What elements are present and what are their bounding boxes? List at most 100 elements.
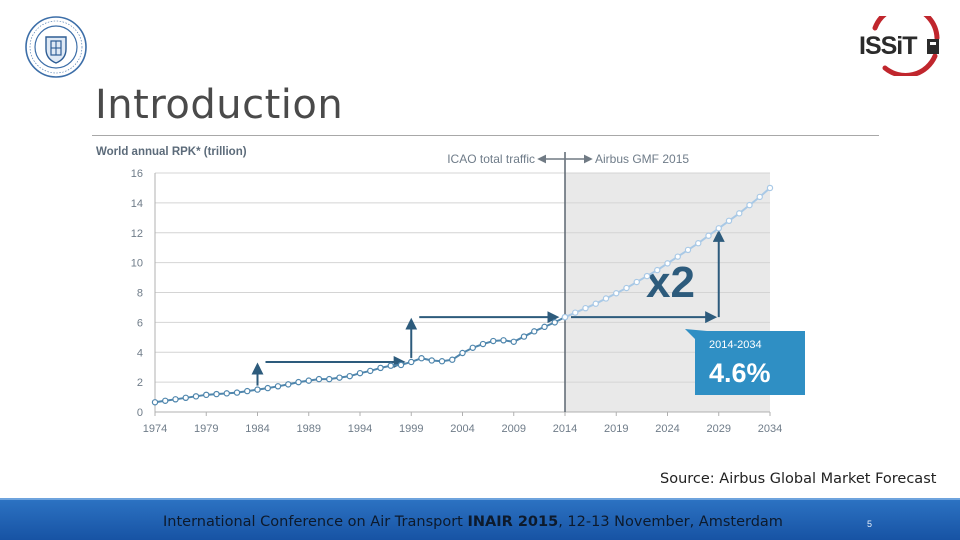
x-tick-label: 1979 xyxy=(194,423,218,435)
historical-point xyxy=(480,341,485,346)
chart-title: World annual RPK* (trillion) xyxy=(96,146,247,158)
historical-point xyxy=(419,356,424,361)
university-seal-logo xyxy=(24,15,88,79)
forecast-point xyxy=(757,194,762,199)
footer-conference-text: International Conference on Air Transpor… xyxy=(163,514,783,530)
x-tick-label: 2019 xyxy=(604,423,628,435)
forecast-point xyxy=(716,226,721,231)
y-tick-label: 12 xyxy=(131,228,143,240)
historical-point xyxy=(511,339,516,344)
historical-point xyxy=(183,395,188,400)
forecast-point xyxy=(675,254,680,259)
historical-point xyxy=(173,397,178,402)
historical-point xyxy=(357,371,362,376)
forecast-point xyxy=(573,310,578,315)
forecast-point xyxy=(665,261,670,266)
forecast-point xyxy=(726,218,731,223)
historical-point xyxy=(450,357,455,362)
x-tick-label: 1989 xyxy=(297,423,321,435)
historical-point xyxy=(542,324,547,329)
slide: ISSiT Introduction 0 2 4 6 8 10 12 14 16 1974 1979… xyxy=(0,0,960,540)
forecast-point xyxy=(603,296,608,301)
y-tick-label: 14 xyxy=(131,198,143,210)
header-icao: ICAO total traffic xyxy=(447,152,535,166)
issit-logo: ISSiT xyxy=(855,16,945,76)
forecast-point xyxy=(696,241,701,246)
x-tick-label: 2024 xyxy=(655,423,679,435)
historical-point xyxy=(327,377,332,382)
historical-point xyxy=(388,363,393,368)
historical-point xyxy=(439,359,444,364)
growth-period: 2014-2034 xyxy=(709,339,762,351)
historical-point xyxy=(152,400,157,405)
historical-point xyxy=(306,378,311,383)
y-tick-label: 0 xyxy=(137,407,143,419)
x-tick-label: 2014 xyxy=(553,423,577,435)
historical-point xyxy=(429,358,434,363)
x-tick-label: 1999 xyxy=(399,423,423,435)
forecast-point xyxy=(706,233,711,238)
page-number: 5 xyxy=(867,519,872,529)
historical-point xyxy=(532,329,537,334)
historical-point xyxy=(204,392,209,397)
y-tick-label: 10 xyxy=(131,258,143,270)
forecast-point xyxy=(593,301,598,306)
x-tick-label: 2029 xyxy=(707,423,731,435)
rpk-line-chart: 0 2 4 6 8 10 12 14 16 1974 1979 1984 1989 1994 1999 200… xyxy=(92,140,812,440)
y-tick-label: 8 xyxy=(137,288,143,300)
forecast-point xyxy=(737,211,742,216)
historical-point xyxy=(163,398,168,403)
growth-rate: 4.6% xyxy=(709,358,771,388)
forecast-point xyxy=(767,185,772,190)
y-tick-label: 2 xyxy=(137,377,143,389)
historical-point xyxy=(491,338,496,343)
historical-point xyxy=(316,377,321,382)
forecast-point xyxy=(614,291,619,296)
x-tick-label: 1994 xyxy=(348,423,372,435)
footer-bold: INAIR 2015 xyxy=(467,514,558,530)
historical-point xyxy=(234,390,239,395)
historical-point xyxy=(347,374,352,379)
historical-point xyxy=(398,362,403,367)
footer-suffix: , 12-13 November, Amsterdam xyxy=(558,514,783,530)
historical-point xyxy=(296,380,301,385)
historical-point xyxy=(501,338,506,343)
forecast-point xyxy=(562,315,567,320)
y-tick-label: 16 xyxy=(131,168,143,180)
forecast-point xyxy=(655,267,660,272)
historical-point xyxy=(286,382,291,387)
historical-point xyxy=(378,365,383,370)
historical-point xyxy=(265,386,270,391)
slide-title: Introduction xyxy=(95,82,343,128)
source-note: Source: Airbus Global Market Forecast xyxy=(660,471,936,487)
x-tick-label: 1974 xyxy=(143,423,167,435)
x-tick-label: 2034 xyxy=(758,423,782,435)
historical-point xyxy=(224,391,229,396)
historical-point xyxy=(521,334,526,339)
historical-point xyxy=(368,368,373,373)
x-tick-label: 2009 xyxy=(502,423,526,435)
title-divider xyxy=(92,135,879,136)
historical-point xyxy=(337,375,342,380)
forecast-point xyxy=(583,306,588,311)
historical-point xyxy=(214,391,219,396)
y-tick-label: 6 xyxy=(137,317,143,329)
x-tick-label: 2004 xyxy=(450,423,474,435)
footer-prefix: International Conference on Air Transpor… xyxy=(163,514,467,530)
y-tick-label: 4 xyxy=(137,347,143,359)
historical-point xyxy=(255,387,260,392)
historical-point xyxy=(552,320,557,325)
forecast-point xyxy=(634,279,639,284)
multiplier-label: x2 xyxy=(646,258,695,307)
forecast-point xyxy=(624,285,629,290)
historical-point xyxy=(245,388,250,393)
x-tick-label: 1984 xyxy=(245,423,269,435)
forecast-point xyxy=(644,273,649,278)
historical-point xyxy=(470,345,475,350)
historical-point xyxy=(275,384,280,389)
historical-line xyxy=(155,317,565,402)
historical-point xyxy=(409,359,414,364)
forecast-point xyxy=(685,247,690,252)
historical-point xyxy=(193,394,198,399)
header-airbus: Airbus GMF 2015 xyxy=(595,152,689,166)
